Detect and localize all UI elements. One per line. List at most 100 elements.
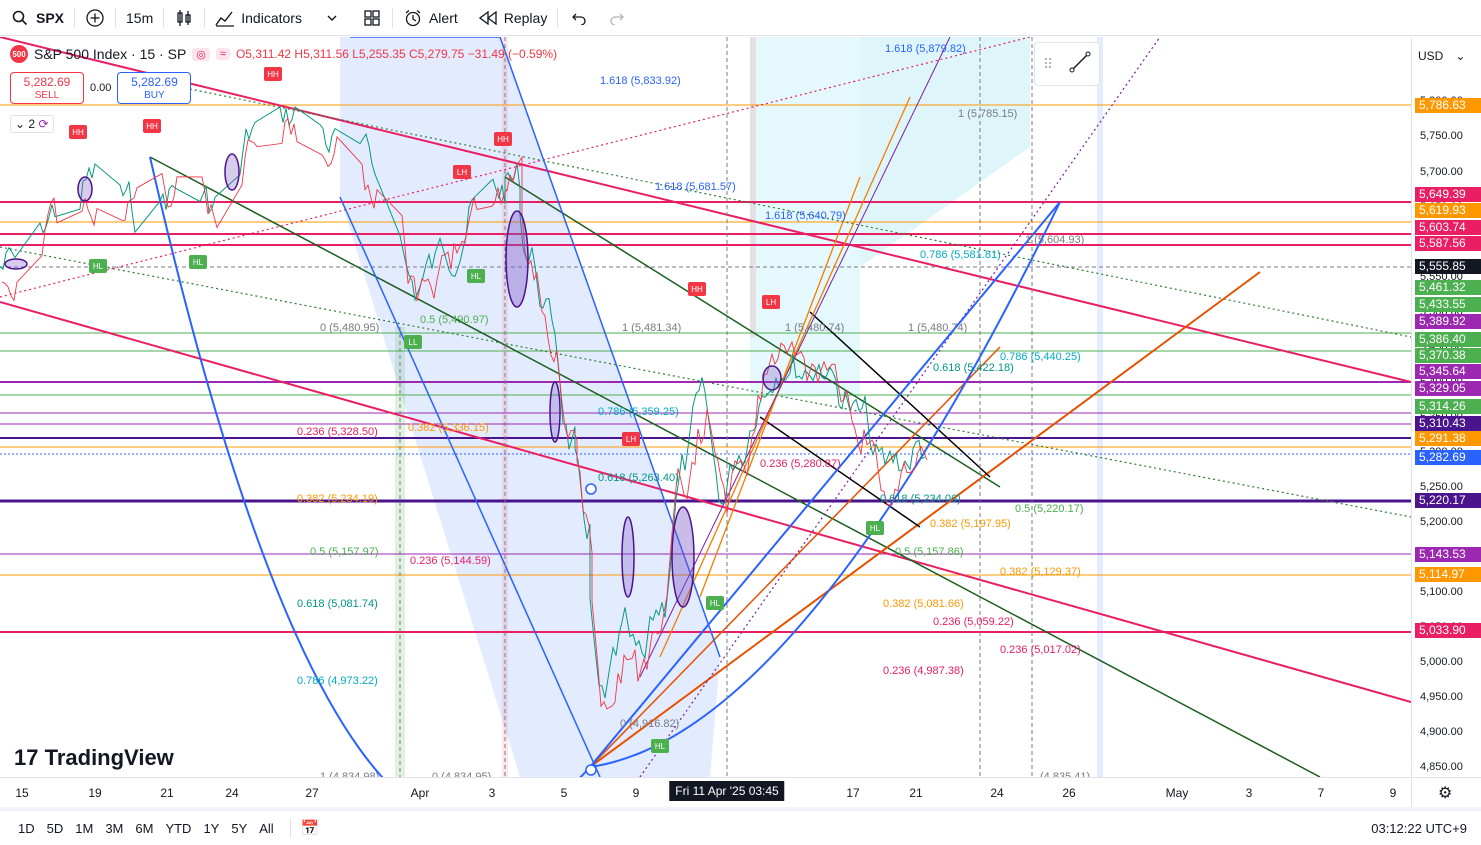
fib-level-label: 1.618 (5,681.57) bbox=[655, 181, 736, 193]
price-tick: 4,950.00 bbox=[1420, 691, 1463, 703]
clock-label[interactable]: 03:12:22 UTC+9 bbox=[1371, 820, 1467, 836]
compare-button[interactable] bbox=[75, 0, 115, 36]
templates-button[interactable] bbox=[352, 0, 392, 36]
fib-level-label: 0.382 (5,336.15) bbox=[408, 422, 489, 434]
fib-level-label: 0.382 (5,129.37) bbox=[1000, 566, 1081, 578]
currency-selector[interactable]: USD ⌄ bbox=[1418, 49, 1465, 63]
undo-button[interactable] bbox=[558, 0, 598, 36]
pattern-marker-box bbox=[404, 335, 422, 349]
symbol-search[interactable]: SPX bbox=[0, 0, 74, 36]
range-button-1d[interactable]: 1D bbox=[18, 820, 35, 836]
pattern-marker-box bbox=[89, 259, 107, 273]
range-button-all[interactable]: All bbox=[259, 820, 274, 836]
trend-line bbox=[504, 176, 1001, 488]
chart-canvas[interactable]: 1.618 (5,833.92) 1.618 (5,681.57) 1.618 (5… bbox=[0, 37, 1411, 777]
fib-level-label: 1 (5,604.93) bbox=[1025, 234, 1084, 246]
index-badge: 500 bbox=[10, 45, 28, 63]
time-tick: 17 bbox=[846, 786, 860, 800]
price-tick: 5,000.00 bbox=[1420, 656, 1463, 668]
indicators-collapse-button[interactable]: ⌄ 2 ⟳ bbox=[10, 115, 54, 133]
fib-level-label: 1 (5,785.15) bbox=[958, 108, 1017, 120]
fib-level-label: 0.382 (5,234.19) bbox=[297, 493, 378, 505]
range-button-ytd[interactable]: YTD bbox=[165, 820, 192, 836]
symbol-legend[interactable]: 500 S&P 500 Index · 15 · SP ◎ ≈ O5,311.4… bbox=[10, 45, 557, 63]
price-tick: 5,750.00 bbox=[1420, 130, 1463, 142]
range-button-1m[interactable]: 1M bbox=[75, 820, 94, 836]
buy-button[interactable]: 5,282.69 BUY bbox=[117, 72, 192, 104]
indicators-button[interactable]: Indicators bbox=[205, 0, 312, 36]
fib-level-label: 0 (4,916.82) bbox=[620, 718, 679, 730]
time-tick: 9 bbox=[1389, 786, 1397, 800]
range-button-6m[interactable]: 6M bbox=[135, 820, 154, 836]
gear-icon[interactable]: ⚙ bbox=[1438, 785, 1453, 802]
fib-level-label: 1 (5,480.74) bbox=[785, 322, 844, 334]
legend-ohlc: O5,311.42 H5,311.56 L5,255.35 C5,279.75 … bbox=[235, 47, 558, 61]
indicators-dropdown[interactable] bbox=[312, 0, 352, 36]
time-tick: 15 bbox=[15, 786, 29, 800]
fib-level-label: 1.618 (5,833.92) bbox=[600, 75, 681, 87]
price-axis[interactable]: USD ⌄ 5,800.005,750.005,700.005,650.005,… bbox=[1411, 37, 1481, 777]
pattern-marker-label: HL bbox=[93, 262, 104, 271]
channel-line bbox=[339, 196, 601, 777]
price-tick: 4,850.00 bbox=[1420, 761, 1463, 773]
drawing-tool-widget[interactable]: ⠿ bbox=[1034, 42, 1100, 86]
time-tick: 21 bbox=[160, 786, 174, 800]
highlight-ellipse bbox=[77, 176, 93, 202]
interval-button[interactable]: 15m bbox=[116, 0, 163, 36]
price-tick: 5,700.00 bbox=[1420, 166, 1463, 178]
fib-level-label: 1 (4,834.98) bbox=[320, 771, 379, 777]
fib-level-label: 0.618 (5,422.18) bbox=[933, 362, 1014, 374]
price-label: 5,329.05 bbox=[1415, 381, 1481, 396]
axis-settings[interactable]: ⚙ bbox=[1411, 777, 1481, 807]
time-tick: Apr bbox=[410, 786, 430, 800]
fib-level-label: 0.236 (5,328.50) bbox=[297, 426, 378, 438]
drag-handle-icon[interactable]: ⠿ bbox=[1042, 55, 1054, 72]
logo-text: TradingView bbox=[44, 745, 174, 770]
alert-button[interactable]: Alert bbox=[393, 0, 468, 36]
price-label: 5,345.64 bbox=[1415, 364, 1481, 379]
sell-button[interactable]: 5,282.69 SELL bbox=[10, 72, 84, 104]
red-vertical-band bbox=[502, 37, 508, 777]
calendar-range-icon[interactable]: 📅 bbox=[300, 820, 320, 837]
fib-level-label: 0 (4,834.95) bbox=[432, 771, 491, 777]
fib-level-label: 0.236 (5,144.59) bbox=[410, 555, 491, 567]
time-tick: May bbox=[1165, 786, 1189, 800]
time-tick: 19 bbox=[88, 786, 102, 800]
highlight-ellipse bbox=[671, 506, 695, 608]
price-label: 5,603.74 bbox=[1415, 220, 1481, 235]
divider bbox=[115, 7, 117, 28]
red-vertical-band bbox=[750, 37, 756, 337]
time-tick: 26 bbox=[1062, 786, 1076, 800]
fib-level-label: 0.5 (5,157.97) bbox=[310, 546, 379, 558]
trend-line-icon[interactable] bbox=[1069, 51, 1091, 78]
time-axis[interactable]: 15 19 21 24 27 Apr 3 5 9 17 21 24 26 May 3 7 9 Fri 11 Apr… bbox=[0, 777, 1411, 807]
pattern-marker-label: HL bbox=[193, 258, 204, 267]
range-button-5d[interactable]: 5D bbox=[46, 820, 64, 836]
eye-icon[interactable]: ◎ bbox=[192, 47, 210, 61]
range-button-3m[interactable]: 3M bbox=[105, 820, 124, 836]
pattern-marker-box bbox=[688, 282, 706, 296]
time-tick: 27 bbox=[305, 786, 319, 800]
currency-label: USD bbox=[1418, 49, 1444, 63]
redo-button[interactable] bbox=[598, 0, 638, 36]
trend-line bbox=[0, 37, 1411, 383]
range-button-1y[interactable]: 1Y bbox=[203, 820, 220, 836]
settings-wave-icon[interactable]: ≈ bbox=[215, 48, 230, 60]
pattern-marker-label: LH bbox=[457, 168, 467, 177]
pattern-marker-label: HH bbox=[267, 70, 279, 79]
annotations-layer: 1.618 (5,833.92) 1.618 (5,681.57) 1.618 (5… bbox=[297, 43, 1090, 777]
range-button-5y[interactable]: 5Y bbox=[231, 820, 248, 836]
fib-level-label: 0.236 (5,280.87) bbox=[760, 458, 841, 470]
replay-button[interactable]: Replay bbox=[468, 0, 558, 36]
tradingview-logo[interactable]: 17 TradingView bbox=[14, 745, 174, 771]
chart-type-button[interactable] bbox=[164, 0, 204, 36]
pattern-marker-label: HH bbox=[691, 285, 703, 294]
price-label: 5,310.43 bbox=[1415, 416, 1481, 431]
pattern-marker-label: HL bbox=[471, 272, 482, 281]
time-tick: 24 bbox=[225, 786, 239, 800]
chart-drawing[interactable]: 1.618 (5,833.92) 1.618 (5,681.57) 1.618 (5… bbox=[0, 37, 1411, 777]
grid-icon bbox=[362, 8, 382, 28]
time-tick: 5 bbox=[560, 786, 568, 800]
pattern-marker-label: HH bbox=[497, 135, 509, 144]
divider bbox=[391, 7, 393, 28]
